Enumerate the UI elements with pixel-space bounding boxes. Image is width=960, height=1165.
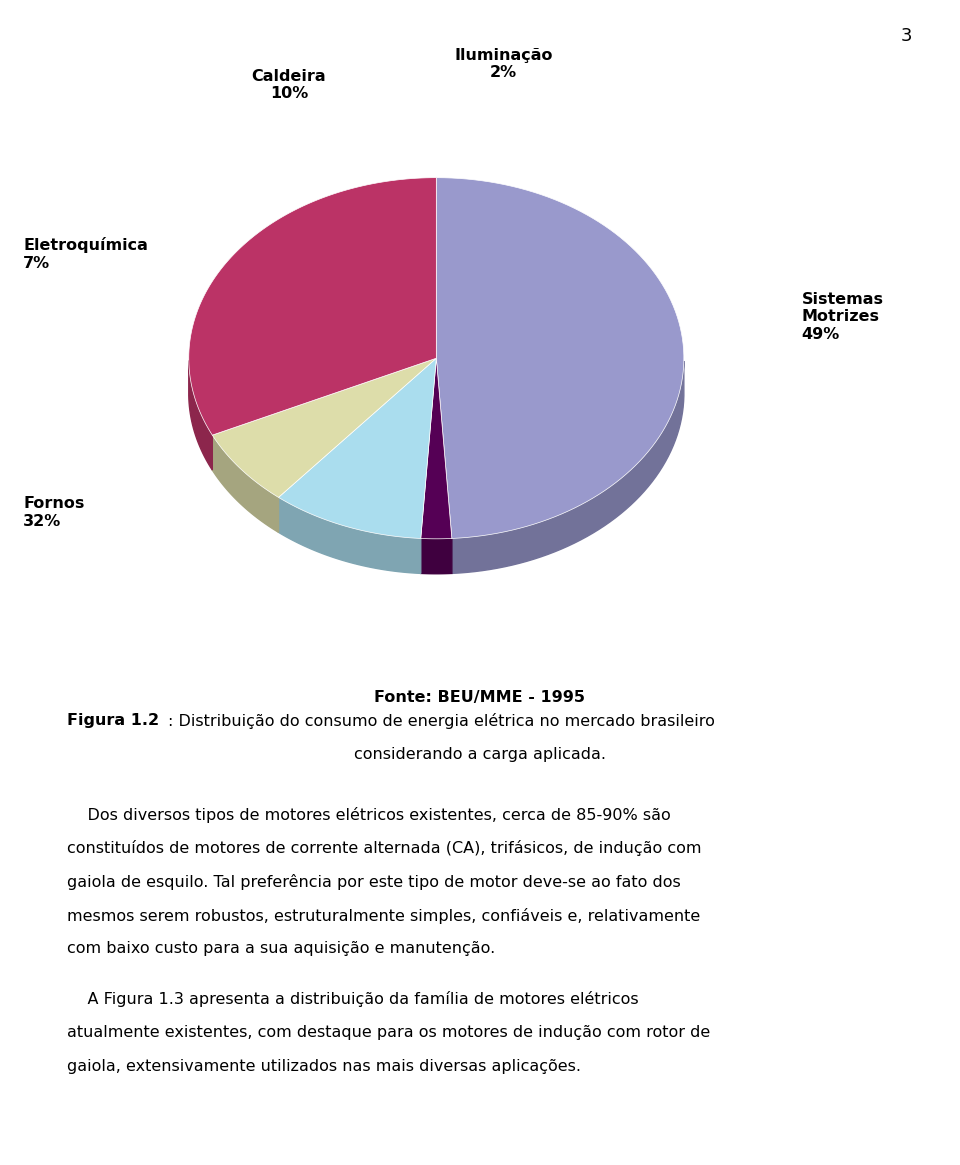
Text: com baixo custo para a sua aquisição e manutenção.: com baixo custo para a sua aquisição e m… [67, 941, 495, 956]
Text: 3: 3 [900, 27, 912, 44]
Polygon shape [420, 359, 452, 538]
Text: Sistemas
Motrizes
49%: Sistemas Motrizes 49% [802, 292, 883, 341]
Polygon shape [436, 177, 684, 538]
Text: atualmente existentes, com destaque para os motores de indução com rotor de: atualmente existentes, com destaque para… [67, 1025, 710, 1040]
Text: A Figura 1.3 apresenta a distribuição da família de motores elétricos: A Figura 1.3 apresenta a distribuição da… [67, 991, 638, 1008]
Text: Iluminação
2%: Iluminação 2% [454, 48, 553, 80]
Text: Dos diversos tipos de motores elétricos existentes, cerca de 85-90% são: Dos diversos tipos de motores elétricos … [67, 807, 671, 822]
Polygon shape [278, 359, 436, 538]
Text: Figura 1.2: Figura 1.2 [67, 713, 159, 728]
Text: Fonte: BEU/MME - 1995: Fonte: BEU/MME - 1995 [374, 690, 586, 705]
Polygon shape [212, 359, 436, 497]
Polygon shape [189, 177, 436, 435]
Polygon shape [212, 435, 278, 532]
Text: mesmos serem robustos, estruturalmente simples, confiáveis e, relativamente: mesmos serem robustos, estruturalmente s… [67, 908, 701, 924]
Text: considerando a carga aplicada.: considerando a carga aplicada. [354, 747, 606, 762]
Text: : Distribuição do consumo de energia elétrica no mercado brasileiro: : Distribuição do consumo de energia elé… [168, 713, 715, 729]
Text: gaiola de esquilo. Tal preferência por este tipo de motor deve-se ao fato dos: gaiola de esquilo. Tal preferência por e… [67, 874, 681, 890]
Text: Fornos
32%: Fornos 32% [23, 496, 84, 529]
Polygon shape [420, 538, 452, 573]
Text: Eletroquímica
7%: Eletroquímica 7% [23, 238, 148, 270]
Polygon shape [189, 361, 212, 469]
Text: gaiola, extensivamente utilizados nas mais diversas aplicações.: gaiola, extensivamente utilizados nas ma… [67, 1059, 581, 1074]
Polygon shape [278, 497, 420, 573]
Polygon shape [452, 361, 684, 573]
Text: Caldeira
10%: Caldeira 10% [252, 69, 326, 101]
Text: constituídos de motores de corrente alternada (CA), trifásicos, de indução com: constituídos de motores de corrente alte… [67, 840, 702, 856]
